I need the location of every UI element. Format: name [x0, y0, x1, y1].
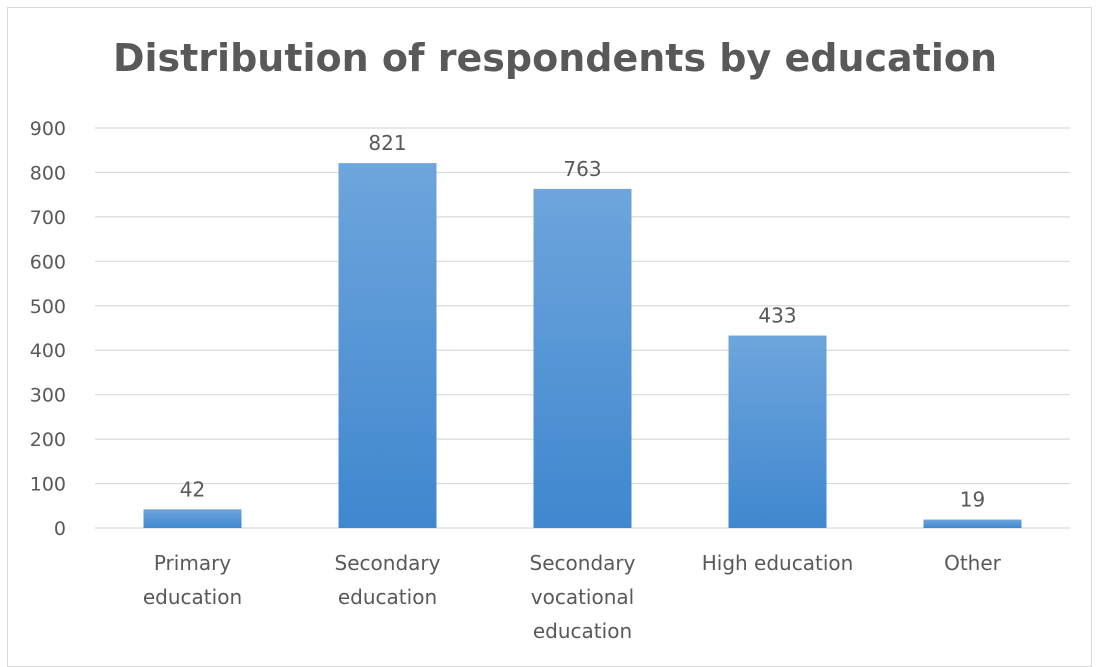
- data-labels: 42 821 763 433 19: [180, 131, 985, 511]
- y-tick-label: 200: [30, 429, 66, 451]
- category-label-line: vocational: [531, 585, 634, 609]
- y-tick-label: 600: [30, 251, 66, 273]
- bar-4: [923, 519, 1022, 528]
- data-label: 19: [960, 488, 985, 512]
- category-label-line: Other: [944, 551, 1002, 575]
- data-label: 763: [563, 157, 601, 181]
- category-label-line: High education: [702, 551, 854, 575]
- bar-3: [728, 335, 827, 528]
- y-tick-label: 100: [30, 474, 66, 496]
- data-label: 821: [368, 131, 406, 155]
- category-label: Secondary vocational education: [530, 551, 636, 643]
- chart-title: Distribution of respondents by education: [112, 36, 998, 80]
- category-label-line: Secondary: [530, 551, 636, 575]
- category-label-line: education: [533, 619, 632, 643]
- category-label-line: education: [143, 585, 242, 609]
- y-tick-label: 800: [30, 162, 66, 184]
- data-label: 42: [180, 477, 205, 501]
- y-axis-tick-labels: 0 100 200 300 400 500 600 700 800 900: [30, 118, 66, 540]
- category-label-line: Secondary: [335, 551, 441, 575]
- category-label: Other: [944, 551, 1002, 575]
- bars: [143, 163, 1022, 528]
- y-tick-label: 700: [30, 207, 66, 229]
- category-label: Secondary education: [335, 551, 441, 609]
- y-tick-label: 400: [30, 340, 66, 362]
- category-label: Primary education: [143, 551, 242, 609]
- bar-1: [338, 163, 437, 528]
- category-label-line: Primary: [154, 551, 231, 575]
- data-label: 433: [758, 304, 796, 328]
- bar-0: [143, 509, 242, 528]
- y-tick-label: 300: [30, 385, 66, 407]
- y-tick-label: 900: [30, 118, 66, 140]
- bar-2: [533, 188, 632, 528]
- category-label-line: education: [338, 585, 437, 609]
- category-label: High education: [702, 551, 854, 575]
- y-tick-label: 500: [30, 296, 66, 318]
- y-tick-label: 0: [54, 518, 66, 540]
